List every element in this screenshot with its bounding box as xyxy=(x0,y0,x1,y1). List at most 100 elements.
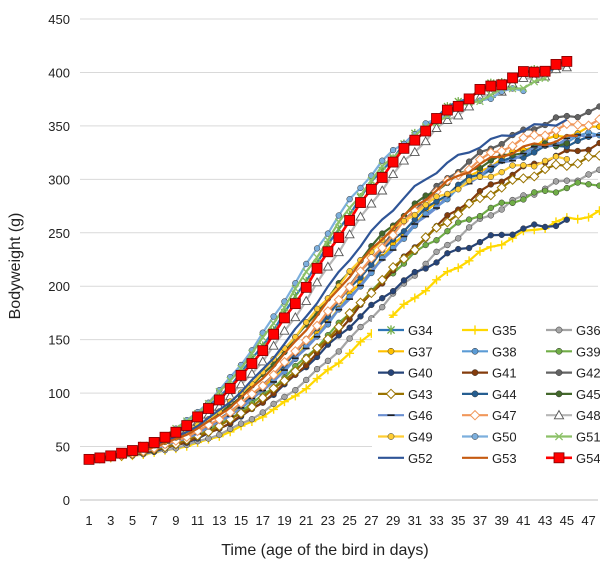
point-G51-40 xyxy=(508,84,517,93)
legend-label-G44: G44 xyxy=(492,387,517,402)
point-G40-41 xyxy=(520,225,527,232)
legend-label-G35: G35 xyxy=(492,323,517,338)
point-G51-16 xyxy=(248,349,256,358)
legend-item-G38: G38 xyxy=(462,344,517,359)
point-G43-31 xyxy=(409,244,420,255)
point-G43-37 xyxy=(474,193,486,204)
point-G39-47 xyxy=(585,181,592,188)
point-G48-29 xyxy=(387,168,399,179)
point-G35-48 xyxy=(595,206,600,216)
point-G39-38 xyxy=(487,204,494,212)
point-G54-32 xyxy=(420,125,432,137)
x-tick-43: 43 xyxy=(538,513,552,528)
y-tick-labels: 0 50 100 150 200 250 300 350 400 450 xyxy=(48,12,70,508)
legend-item-G53: G53 xyxy=(462,451,517,466)
point-G36-39 xyxy=(498,206,505,213)
legend-label-G48: G48 xyxy=(576,408,600,423)
x-tick-5: 5 xyxy=(129,513,136,528)
point-G35-21 xyxy=(301,384,311,394)
point-G48-17 xyxy=(257,356,268,366)
point-G54-13 xyxy=(213,394,225,406)
point-G49-44 xyxy=(552,153,560,160)
legend-label-G43: G43 xyxy=(408,387,433,402)
legend-label-G34: G34 xyxy=(408,323,433,338)
point-G40-30 xyxy=(400,277,408,284)
legend-item-G46: G46 xyxy=(378,408,433,423)
point-G39-43 xyxy=(541,187,549,194)
point-G54-29 xyxy=(387,156,399,168)
point-G43-17 xyxy=(257,392,268,403)
point-G43-41 xyxy=(518,173,529,184)
point-G51-22 xyxy=(313,253,321,262)
point-G54-12 xyxy=(203,403,214,414)
point-G54-45 xyxy=(561,56,573,67)
point-G40-32 xyxy=(422,265,429,272)
point-G43-26 xyxy=(355,297,366,308)
point-G51-37 xyxy=(476,97,484,106)
point-G39-40 xyxy=(509,199,516,207)
legend-marker-G54 xyxy=(553,452,565,464)
point-G54-21 xyxy=(300,281,312,293)
point-G51-28 xyxy=(378,162,387,170)
point-G48-26 xyxy=(355,211,366,221)
x-tick-15: 15 xyxy=(234,513,248,528)
point-G48-45 xyxy=(561,62,573,72)
point-G36-25 xyxy=(346,335,353,342)
series-line-G53 xyxy=(88,134,578,461)
point-G50-25 xyxy=(346,195,353,203)
point-G47-24 xyxy=(333,294,344,305)
point-G40-43 xyxy=(541,223,549,231)
point-G45-28 xyxy=(379,230,386,237)
point-G47-20 xyxy=(290,346,301,357)
point-G39-44 xyxy=(552,189,560,196)
x-tick-11: 11 xyxy=(191,513,205,528)
point-G36-33 xyxy=(433,248,440,255)
legend-label-G50: G50 xyxy=(492,430,517,445)
point-G43-12 xyxy=(203,426,214,437)
point-G54-40 xyxy=(507,72,518,84)
point-G35-23 xyxy=(323,365,333,375)
point-G35-35 xyxy=(453,263,463,273)
legend-marker-G36 xyxy=(555,326,563,334)
point-G47-21 xyxy=(301,335,312,346)
point-G49-42 xyxy=(531,163,538,170)
point-G47-48 xyxy=(594,114,600,125)
point-G43-35 xyxy=(453,209,464,220)
point-G54-3 xyxy=(105,450,117,462)
legend-label-G37: G37 xyxy=(408,344,433,359)
legend: G34 G35 G36 G37 G38 G39 G40 G41 G42 G43 G44 G45 G46 G… xyxy=(372,318,600,476)
legend-label-G53: G53 xyxy=(492,451,517,466)
point-G36-15 xyxy=(237,420,245,427)
point-G50-21 xyxy=(303,260,310,268)
point-G54-19 xyxy=(279,312,290,324)
point-G54-5 xyxy=(127,445,138,456)
point-G47-40 xyxy=(507,140,518,152)
point-G43-39 xyxy=(496,182,507,193)
point-G40-33 xyxy=(433,259,440,266)
legend-item-G36: G36 xyxy=(546,323,600,338)
point-G54-39 xyxy=(496,79,508,91)
point-G54-30 xyxy=(398,142,410,154)
point-G48-30 xyxy=(398,155,410,165)
point-G43-28 xyxy=(377,274,388,285)
point-G47-19 xyxy=(279,356,290,368)
point-G54-22 xyxy=(311,262,323,274)
y-tick-350: 350 xyxy=(48,119,70,134)
point-G36-44 xyxy=(552,178,560,185)
point-G54-17 xyxy=(257,345,269,357)
point-G48-33 xyxy=(431,122,442,132)
point-G48-36 xyxy=(463,101,475,111)
point-G40-27 xyxy=(368,301,375,309)
point-G51-24 xyxy=(334,218,343,226)
point-G36-22 xyxy=(313,365,321,373)
point-G49-35 xyxy=(455,186,462,193)
point-G43-15 xyxy=(235,408,247,419)
point-G48-32 xyxy=(420,136,431,146)
point-G49-33 xyxy=(433,193,440,200)
point-G39-45 xyxy=(563,184,570,192)
point-G47-39 xyxy=(496,145,507,157)
point-G43-18 xyxy=(268,383,279,394)
point-G43-25 xyxy=(344,308,355,319)
x-tick-27: 27 xyxy=(364,513,378,528)
legend-marker-G37 xyxy=(387,347,395,355)
